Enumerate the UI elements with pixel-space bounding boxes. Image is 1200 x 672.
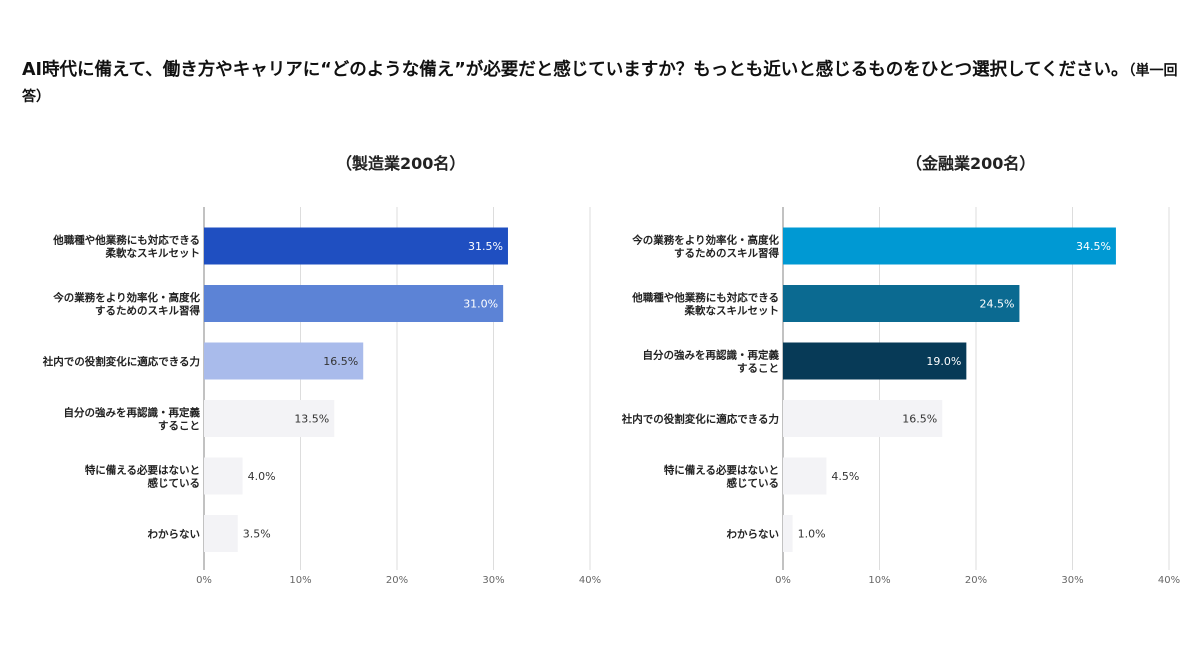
manufacturing-bar [204, 457, 243, 495]
finance-bar [783, 515, 793, 552]
question-note: （単一回答） [22, 63, 1178, 105]
manufacturing-category-label: わからない [148, 529, 201, 541]
manufacturing-value-label: 31.0% [463, 298, 498, 311]
finance-bar [783, 457, 827, 495]
finance-chart: （金融業200名） 0% 10% 20% 30% 40% 34.5% 今の業務をより効率化・… [580, 150, 1180, 600]
manufacturing-chart: （製造業200名） 0% 10% 20% 30% 40% 31.5% 他職種や他業務にも対応… [0, 150, 601, 600]
finance-category-label: 今の業務をより効率化・高度化するためのスキル習得 [631, 234, 779, 260]
manufacturing-category-label: 今の業務をより効率化・高度化するためのスキル習得 [52, 291, 200, 317]
manufacturing-category-label: 他職種や他業務にも対応できる柔軟なスキルセット [52, 234, 200, 260]
manufacturing-tick-label: 30% [482, 575, 504, 586]
finance-tick-label: 10% [868, 575, 890, 586]
finance-tick-label: 40% [1158, 575, 1180, 586]
manufacturing-tick-label: 40% [579, 575, 601, 586]
manufacturing-value-label: 13.5% [294, 413, 329, 426]
finance-value-label: 19.0% [926, 355, 961, 368]
manufacturing-bar [204, 515, 238, 552]
manufacturing-tick-label: 20% [386, 575, 408, 586]
manufacturing-bar-chart-svg: 0% 10% 20% 30% 40% 31.5% 他職種や他業務にも対応できる柔軟なスキルセ… [42, 207, 601, 586]
finance-bar [783, 227, 1116, 265]
manufacturing-value-label: 4.0% [248, 470, 276, 483]
finance-value-label: 16.5% [902, 413, 937, 426]
question-main: AI時代に備えて、働き方やキャリアに“どのような備え”が必要だと感じていますか？… [22, 60, 1129, 80]
question-text: AI時代に備えて、働き方やキャリアに“どのような備え”が必要だと感じていますか？… [22, 58, 1182, 110]
manufacturing-bar [204, 227, 508, 265]
finance-category-label: 自分の強みを再認識・再定義すること [643, 349, 780, 375]
manufacturing-tick-label: 10% [289, 575, 311, 586]
manufacturing-category-label: 特に備える必要はないと感じている [85, 464, 200, 490]
finance-value-label: 4.5% [831, 470, 859, 483]
finance-value-label: 24.5% [979, 298, 1014, 311]
finance-value-label: 1.0% [798, 528, 826, 541]
finance-value-label: 34.5% [1076, 240, 1111, 253]
finance-bar-chart-svg: 0% 10% 20% 30% 40% 34.5% 今の業務をより効率化・高度化するためのスキ… [621, 207, 1180, 586]
manufacturing-category-label: 社内での役割変化に適応できる力 [42, 355, 200, 368]
finance-tick-label: 20% [965, 575, 987, 586]
finance-tick-label: 0% [775, 575, 791, 586]
manufacturing-bar [204, 400, 335, 437]
manufacturing-category-label: 自分の強みを再認識・再定義すること [64, 406, 201, 432]
finance-tick-label: 30% [1061, 575, 1083, 586]
manufacturing-bar [204, 342, 364, 380]
finance-bar [783, 342, 967, 380]
finance-bar [783, 285, 1020, 322]
manufacturing-value-label: 16.5% [323, 355, 358, 368]
finance-bar [783, 400, 943, 437]
manufacturing-bar [204, 285, 504, 322]
finance-category-label: 他職種や他業務にも対応できる柔軟なスキルセット [631, 291, 779, 317]
manufacturing-value-label: 31.5% [468, 240, 503, 253]
manufacturing-tick-label: 0% [196, 575, 212, 586]
finance-chart-title: （金融業200名） [906, 154, 1036, 173]
finance-category-label: わからない [727, 529, 780, 541]
finance-category-label: 社内での役割変化に適応できる力 [621, 413, 779, 426]
manufacturing-chart-title: （製造業200名） [336, 154, 466, 173]
manufacturing-value-label: 3.5% [243, 528, 271, 541]
finance-category-label: 特に備える必要はないと感じている [664, 464, 779, 490]
